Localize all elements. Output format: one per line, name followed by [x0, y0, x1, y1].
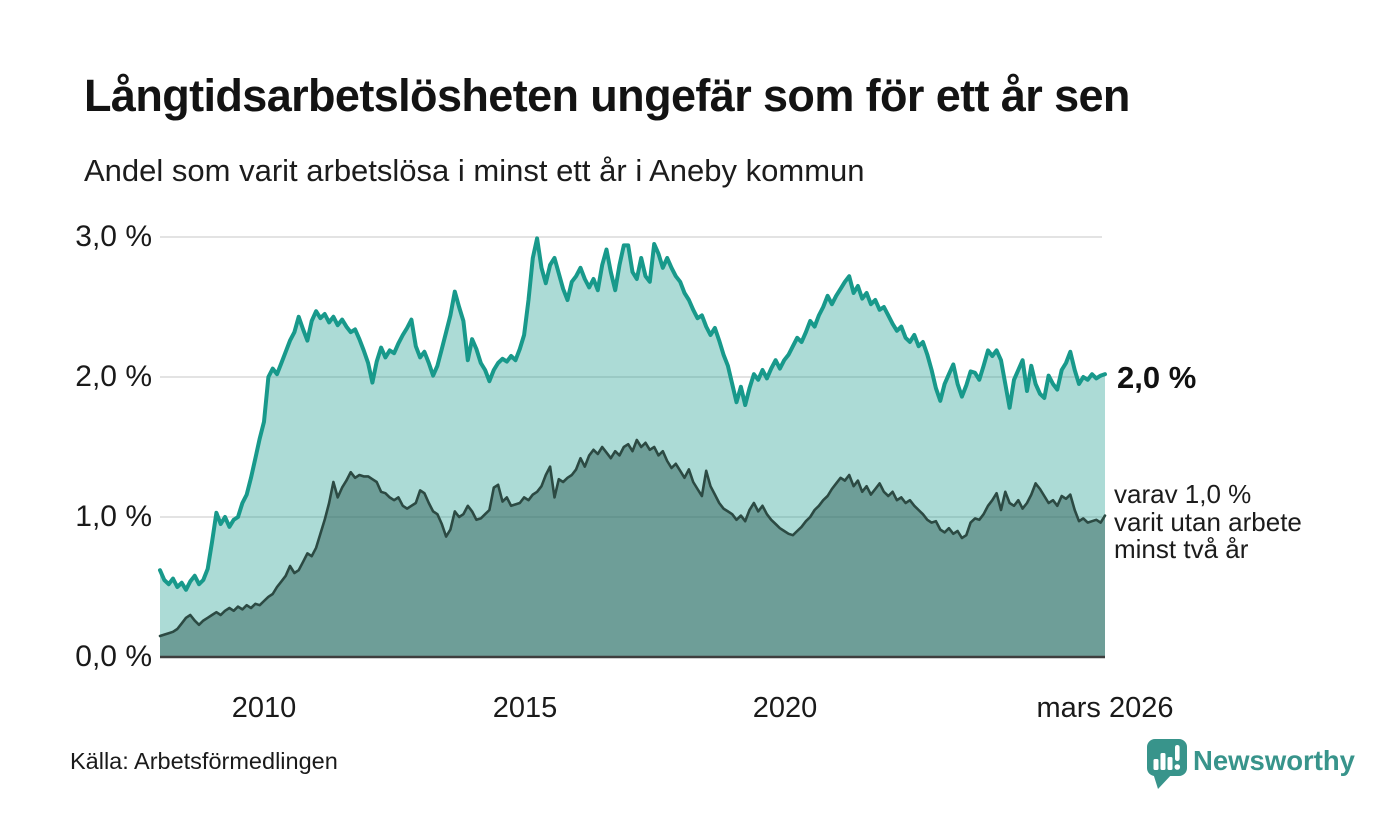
x-axis-label-2010: 2010: [231, 692, 297, 724]
two-year-series-end-label: varav 1,0 % varit utan arbete minst två …: [1114, 479, 1302, 564]
x-axis-label-2020: 2020: [752, 692, 818, 724]
chart-subtitle: Andel som varit arbetslösa i minst ett å…: [84, 153, 865, 188]
two-year-series-line: [158, 438, 1107, 638]
total-series-end-value-label: 2,0 %: [1117, 360, 1197, 395]
y-axis-label-0: 0,0 %: [75, 640, 152, 673]
y-axis-label-3: 3,0 %: [75, 220, 152, 253]
y-axis-label-1: 1,0 %: [75, 500, 152, 533]
newsworthy-brand-name: Newsworthy: [1193, 745, 1355, 776]
y-axis-label-2: 2,0 %: [75, 360, 152, 393]
x-axis-label-mars-2026: mars 2026: [1036, 692, 1174, 724]
two-year-end-label-line1: varav 1,0 %: [1114, 479, 1252, 509]
two-year-end-label-line3: minst två år: [1114, 534, 1249, 564]
source-note: Källa: Arbetsförmedlingen: [70, 748, 338, 774]
x-axis-label-2015: 2015: [492, 692, 558, 724]
two-year-series-area-fill: [160, 440, 1105, 657]
total-series-line: [158, 236, 1107, 592]
chart-title: Långtidsarbetslösheten ungefär som för e…: [84, 70, 1130, 121]
two-year-end-label-line2: varit utan arbete: [1114, 506, 1302, 537]
